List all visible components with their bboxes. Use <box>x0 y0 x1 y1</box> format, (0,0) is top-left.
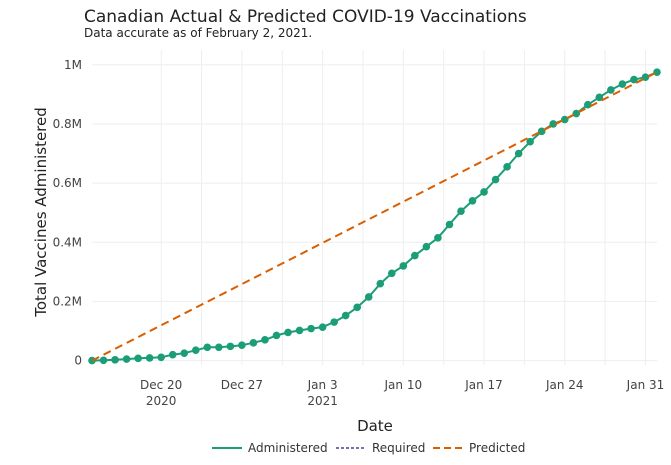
administered-point <box>411 251 419 260</box>
administered-point <box>157 353 165 362</box>
administered-point <box>503 163 511 171</box>
administered-point <box>191 346 200 355</box>
legend-label-administered: Administered <box>248 441 328 455</box>
administered-point <box>480 188 488 196</box>
administered-point <box>238 341 246 349</box>
administered-point <box>134 354 142 363</box>
administered-point <box>364 293 373 301</box>
administered-point <box>318 323 327 331</box>
administered-point <box>445 220 454 229</box>
administered-point <box>630 75 638 84</box>
administered-point <box>295 326 304 335</box>
administered-point <box>387 269 396 278</box>
y-axis-title: Total Vaccines Administered <box>32 107 50 318</box>
administered-point <box>341 311 350 320</box>
x-tick-label: Dec 27 <box>221 378 263 392</box>
administered-point <box>203 343 212 352</box>
administered-point <box>641 73 650 82</box>
x-tick-year-label: 2021 <box>307 394 338 408</box>
administered-point <box>491 175 500 184</box>
legend: Administered Required Predicted <box>212 441 525 455</box>
administered-point <box>584 100 592 109</box>
x-tick-label: Jan 24 <box>545 378 584 392</box>
administered-point <box>434 234 442 242</box>
administered-point <box>653 68 661 76</box>
y-axis-ticks: 0 0.2M 0.4M 0.6M 0.8M 1M <box>53 58 82 368</box>
administered-point <box>226 342 235 351</box>
y-tick-label: 0.8M <box>53 117 82 131</box>
x-tick-label: Dec 20 <box>140 378 182 392</box>
administered-point <box>122 355 131 363</box>
administered-point <box>549 120 558 128</box>
administered-point <box>468 197 477 205</box>
administered-point <box>514 149 523 158</box>
administered-point <box>330 318 338 326</box>
administered-point <box>376 279 385 288</box>
y-tick-label: 0.2M <box>53 294 82 308</box>
administered-point <box>595 93 604 102</box>
chart-subtitle: Data accurate as of February 2, 2021. <box>84 26 312 40</box>
administered-point <box>307 324 315 333</box>
x-tick-year-label: 2020 <box>146 394 177 408</box>
administered-point <box>272 331 281 340</box>
administered-point <box>168 350 177 359</box>
administered-point <box>526 137 534 146</box>
x-tick-label: Jan 3 <box>307 378 338 392</box>
administered-point <box>99 356 108 365</box>
administered-point <box>607 86 615 94</box>
administered-point <box>353 303 362 312</box>
administered-point <box>618 80 627 88</box>
legend-label-predicted: Predicted <box>469 441 525 455</box>
x-gridlines <box>160 50 646 365</box>
y-gridlines <box>92 64 657 362</box>
administered-point <box>399 262 408 270</box>
administered-point <box>145 354 154 362</box>
chart-title: Canadian Actual & Predicted COVID-19 Vac… <box>84 7 527 27</box>
x-tick-label: Jan 10 <box>384 378 423 392</box>
administered-point <box>422 242 431 251</box>
y-tick-label: 1M <box>64 58 82 72</box>
y-tick-label: 0.6M <box>53 176 82 190</box>
administered-point <box>457 207 465 215</box>
y-tick-label: 0.4M <box>53 235 82 249</box>
administered-point <box>249 339 258 347</box>
administered-point <box>284 328 292 337</box>
x-tick-label: Jan 31 <box>626 378 665 392</box>
predicted-line <box>91 71 658 362</box>
administered-point <box>215 343 223 352</box>
y-tick-label: 0 <box>74 354 82 368</box>
plot-series <box>88 68 661 365</box>
administered-point <box>111 356 119 364</box>
administered-point <box>180 349 189 357</box>
x-axis-ticks: Dec 20 2020 Dec 27 Jan 3 2021 Jan 10 Jan 17 Jan… <box>140 378 664 408</box>
administered-point <box>261 336 269 344</box>
legend-label-required: Required <box>372 441 425 455</box>
x-axis-title: Date <box>357 417 393 435</box>
x-tick-label: Jan 17 <box>464 378 503 392</box>
